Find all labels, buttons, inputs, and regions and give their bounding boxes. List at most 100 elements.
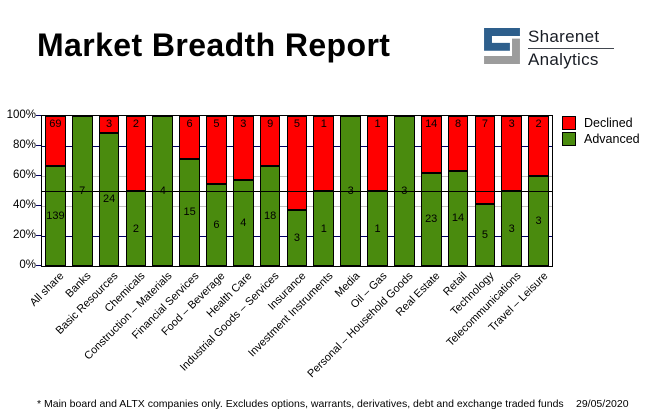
bar-value-advanced: 3 <box>508 222 515 235</box>
axis-tick <box>36 205 41 206</box>
sharenet-logo-icon <box>484 28 520 64</box>
bar-value-declined: 5 <box>293 118 301 130</box>
axis-tick <box>36 145 41 146</box>
bar-value-declined: 9 <box>267 118 274 130</box>
legend-label: Declined <box>584 116 633 130</box>
axis-tick <box>36 265 41 266</box>
bar-segment-declined: 5 <box>206 116 227 185</box>
bar-value-advanced: 139 <box>46 209 65 222</box>
bar: 69 139 <box>45 116 66 266</box>
bar-segment-advanced: 139 <box>45 165 66 266</box>
bar-value-declined: 3 <box>106 118 113 130</box>
bar-value-declined: 7 <box>481 118 488 130</box>
bar-value-declined: 3 <box>508 118 515 130</box>
bar-value-advanced: 1 <box>320 222 327 235</box>
bar-value-declined: 6 <box>186 118 193 130</box>
bar-segment-advanced: 1 <box>313 191 335 266</box>
bar-segment-advanced: 6 <box>206 184 227 266</box>
bar-segment-advanced: 1 <box>367 191 388 266</box>
sharenet-logo-text: Sharenet Analytics <box>528 27 614 69</box>
bar-segment-declined: 3 <box>501 116 523 191</box>
bar-value-advanced: 24 <box>102 193 116 206</box>
logo-name-bottom: Analytics <box>528 50 599 69</box>
bar-segment-advanced: 14 <box>447 170 469 266</box>
y-axis-label: 20% <box>12 229 36 241</box>
bar-value-advanced: 6 <box>213 219 220 232</box>
footnote: * Main board and ALTX companies only. Ex… <box>37 398 564 410</box>
advanced-swatch <box>562 132 576 146</box>
bar-segment-declined: 14 <box>420 116 442 173</box>
plot-area: 6913973242246155634918531131131423814753… <box>41 115 553 267</box>
y-axis-label: 60% <box>12 169 36 181</box>
bar-segment-declined: 1 <box>367 116 388 191</box>
bar-slot: 14 23 <box>418 116 445 266</box>
y-axis-label: 100% <box>6 109 36 121</box>
bar-value-advanced: 14 <box>451 212 465 225</box>
bar-value-advanced: 4 <box>240 217 247 230</box>
bar-value-advanced: 3 <box>535 215 542 227</box>
bar-value-advanced: 2 <box>132 222 139 235</box>
bar-segment-declined: 6 <box>179 116 200 159</box>
bar-segment-advanced: 5 <box>474 203 496 266</box>
bar-value-declined: 5 <box>213 118 220 130</box>
bar-segment-declined: 2 <box>125 116 147 191</box>
bar-segment-declined: 2 <box>528 116 549 176</box>
legend-label: Advanced <box>584 132 640 146</box>
bar-value-declined: 8 <box>454 118 462 130</box>
bar-slot: 6 15 <box>176 116 203 266</box>
bar-value-declined: 3 <box>240 118 247 130</box>
legend-item-advanced: Advanced <box>562 132 640 146</box>
legend-item-declined: Declined <box>562 116 640 130</box>
sharenet-logo: Sharenet Analytics <box>483 27 614 69</box>
y-axis-label: 0% <box>19 259 36 271</box>
bar-segment-declined: 9 <box>259 116 281 166</box>
bar-segment-declined: 7 <box>474 116 496 204</box>
bar-segment-advanced: 3 <box>501 191 523 266</box>
bar-value-declined: 1 <box>374 118 381 130</box>
bar-value-advanced: 23 <box>425 213 438 226</box>
bar-slot: 8 14 <box>445 116 472 266</box>
bar-value-declined: 14 <box>425 118 438 130</box>
bar-value-advanced: 1 <box>374 222 381 235</box>
bar-segment-advanced: 4 <box>232 180 254 266</box>
bar-segment-advanced: 3 <box>286 209 308 266</box>
bar-segment-declined: 3 <box>98 116 120 133</box>
bar-value-declined: 2 <box>132 118 139 130</box>
axis-tick <box>36 115 41 116</box>
logo-divider <box>528 48 614 49</box>
legend: Declined Advanced <box>562 116 640 148</box>
page-title: Market Breadth Report <box>37 27 391 63</box>
bar-segment-declined: 5 <box>286 116 308 210</box>
report-date: 29/05/2020 <box>576 398 629 410</box>
bar-slot: 69 139 <box>42 116 69 266</box>
bar: 14 23 <box>420 116 442 266</box>
bar-value-declined: 69 <box>49 118 62 130</box>
bar: 6 15 <box>179 116 200 266</box>
bar-segment-advanced: 23 <box>420 172 442 266</box>
bar: 8 14 <box>447 116 469 266</box>
bar-segment-declined: 1 <box>313 116 335 191</box>
y-axis-label: 80% <box>12 139 36 151</box>
bar: 3 24 <box>98 116 120 266</box>
bar-value-declined: 1 <box>320 118 327 130</box>
bar-segment-advanced: 15 <box>179 158 200 266</box>
bar-segment-declined: 69 <box>45 116 66 166</box>
